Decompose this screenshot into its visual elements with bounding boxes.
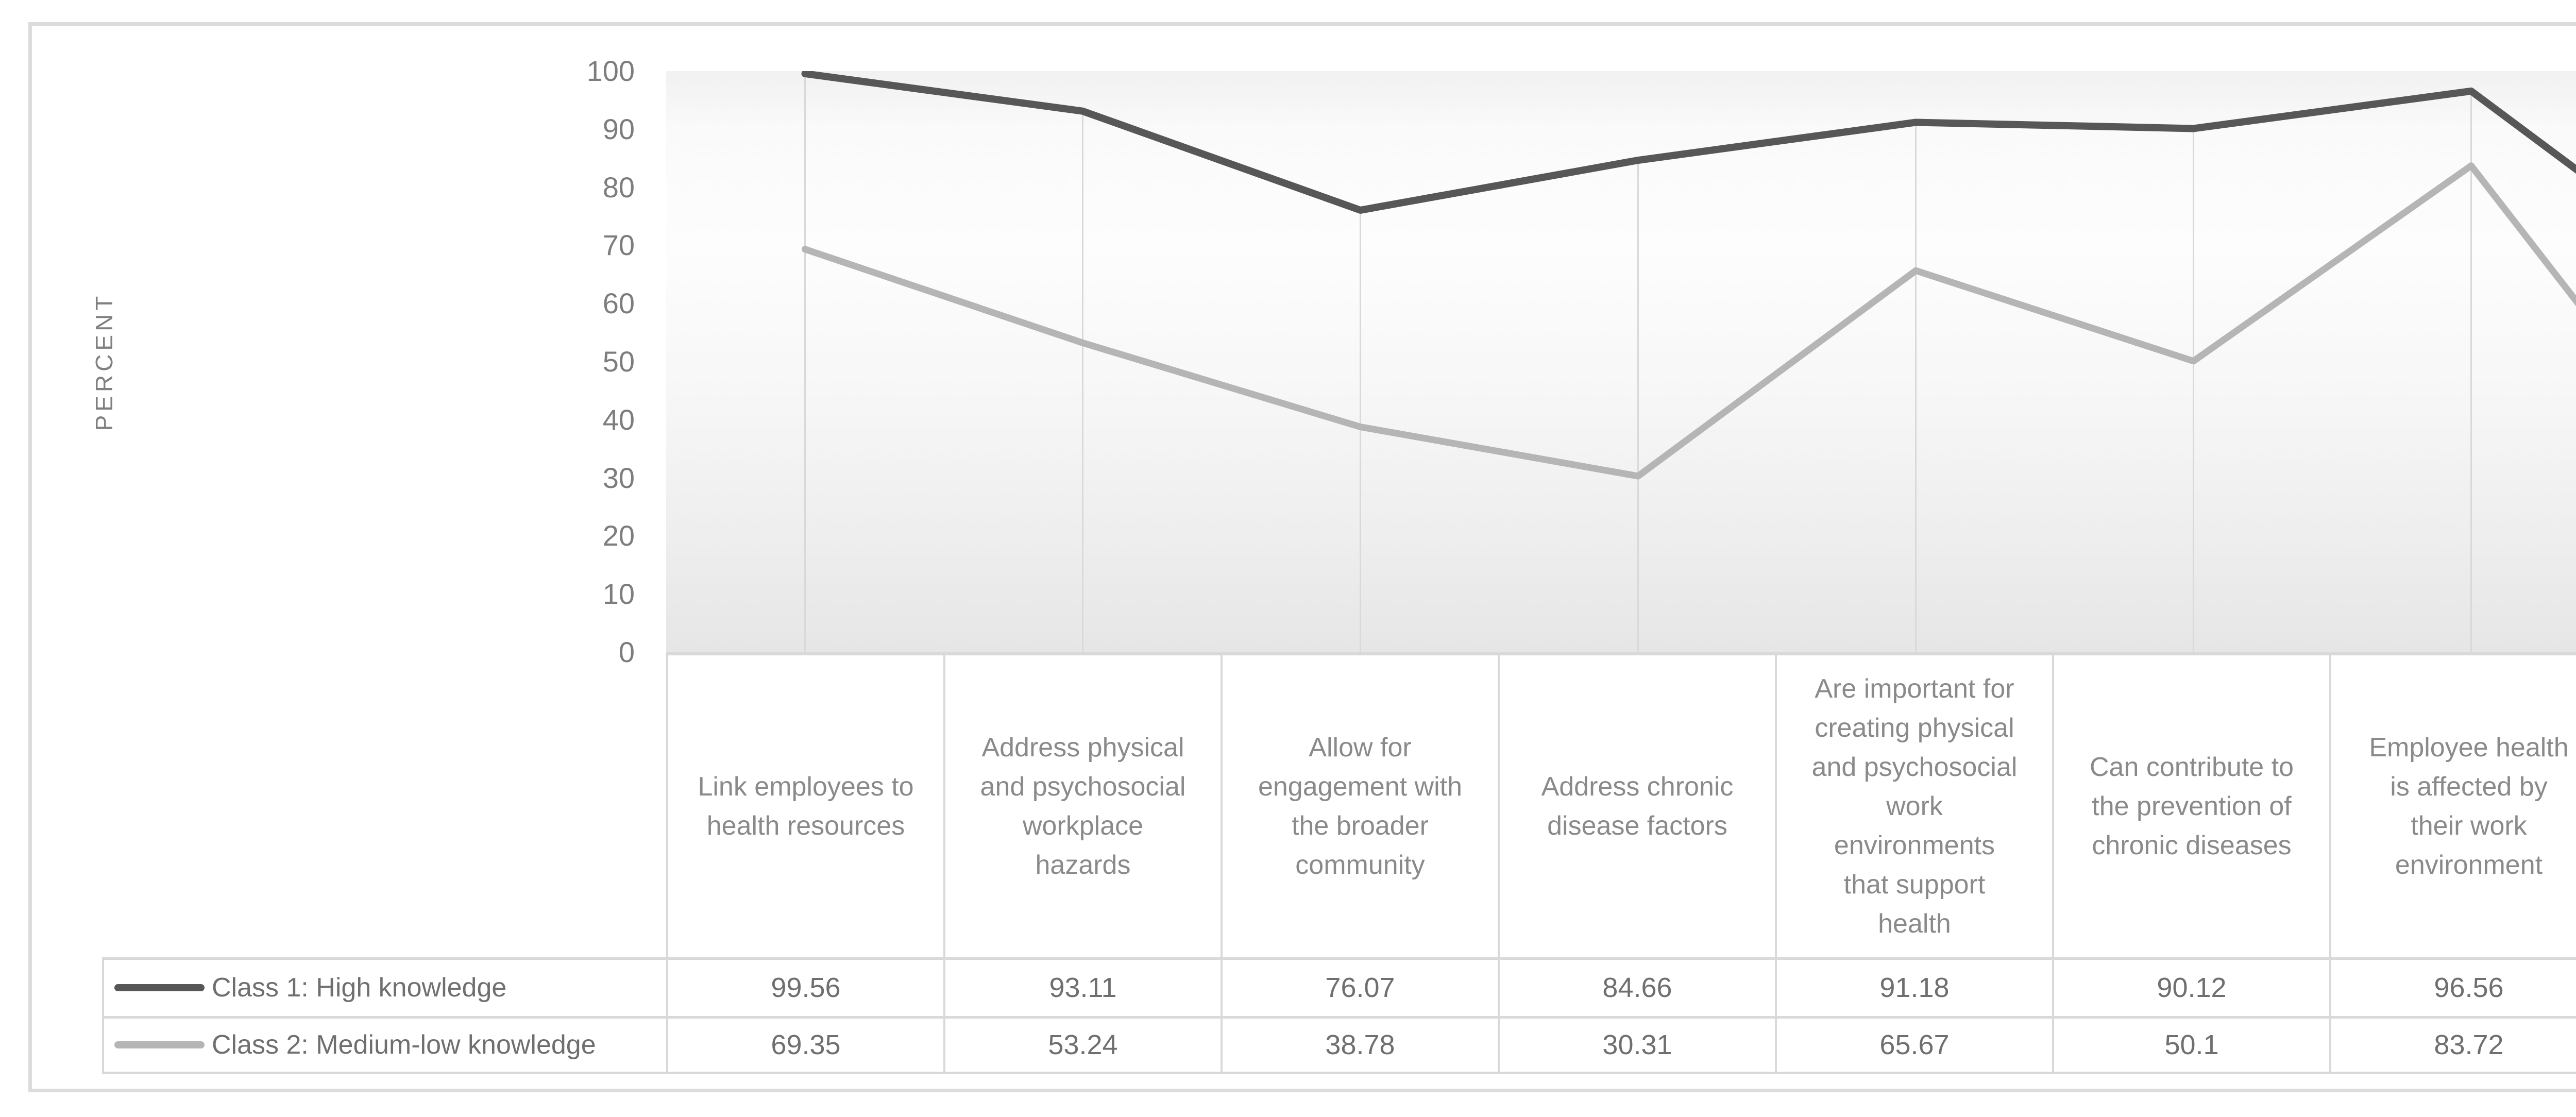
table-value-cell: 91.18 <box>1777 960 2054 1016</box>
y-axis-tick-label: 10 <box>602 578 635 611</box>
table-value-cell: 53.24 <box>945 1016 1223 1072</box>
category-label: Address chronic disease factors <box>1500 655 1777 957</box>
category-label: Allow for engagement with the broader co… <box>1223 655 1500 957</box>
series-line-class-2-medium-low-knowledge <box>802 162 2576 480</box>
category-label: Are important for creating physical and … <box>1777 655 2054 957</box>
legend-line-swatch <box>114 1041 205 1049</box>
category-label: Address physical and psychosocial workpl… <box>945 655 1223 957</box>
table-value-cell: 99.56 <box>668 960 945 1016</box>
y-axis-tick-label: 70 <box>602 229 635 262</box>
y-axis-tick-label: 40 <box>602 403 635 436</box>
category-label: Link employees to health resources <box>668 655 945 957</box>
legend-series-name: Class 2: Medium-low knowledge <box>212 1030 596 1060</box>
table-value-cell: 96.56 <box>2331 960 2576 1016</box>
table-value-cell: 69.35 <box>668 1016 945 1072</box>
y-axis-tick-label: 90 <box>602 112 635 145</box>
y-axis-tick-label: 80 <box>602 171 635 204</box>
table-value-cell: 50.1 <box>2054 1016 2331 1072</box>
table-value-cell: 84.66 <box>1500 960 1777 1016</box>
y-axis-title: PERCENT <box>91 292 117 431</box>
y-axis-tick-label: 50 <box>602 345 635 378</box>
y-axis-tick-label: 30 <box>602 461 635 494</box>
series-line-class-1-high-knowledge <box>801 71 2576 214</box>
table-value-cell: 93.11 <box>945 960 1223 1016</box>
y-axis-tick-label: 60 <box>602 287 635 320</box>
plot-area <box>666 71 2576 652</box>
legend-cell: Class 2: Medium-low knowledge <box>104 1016 668 1072</box>
y-axis-tick-label: 0 <box>618 636 635 668</box>
legend-line-swatch <box>114 984 205 992</box>
category-label: Can contribute to the prevention of chro… <box>2054 655 2331 957</box>
table-value-cell: 30.31 <box>1500 1016 1777 1072</box>
data-table: Class 1: High knowledge 99.56 93.11 76.07 84… <box>102 957 2576 1074</box>
table-value-cell: 83.72 <box>2331 1016 2576 1072</box>
category-label: Employee health is affected by their wor… <box>2331 655 2576 957</box>
table-value-cell: 76.07 <box>1223 960 1500 1016</box>
table-value-cell: 90.12 <box>2054 960 2331 1016</box>
category-header-row: Link employees to health resources Addres… <box>666 652 2576 957</box>
y-axis-tick-label: 20 <box>602 519 635 552</box>
table-value-cell: 65.67 <box>1777 1016 2054 1072</box>
legend-cell: Class 1: High knowledge <box>104 960 668 1016</box>
y-axis-tick-label: 100 <box>586 55 635 87</box>
table-value-cell: 38.78 <box>1223 1016 1500 1072</box>
line-chart-svg <box>801 71 2576 652</box>
legend-series-name: Class 1: High knowledge <box>212 973 507 1003</box>
